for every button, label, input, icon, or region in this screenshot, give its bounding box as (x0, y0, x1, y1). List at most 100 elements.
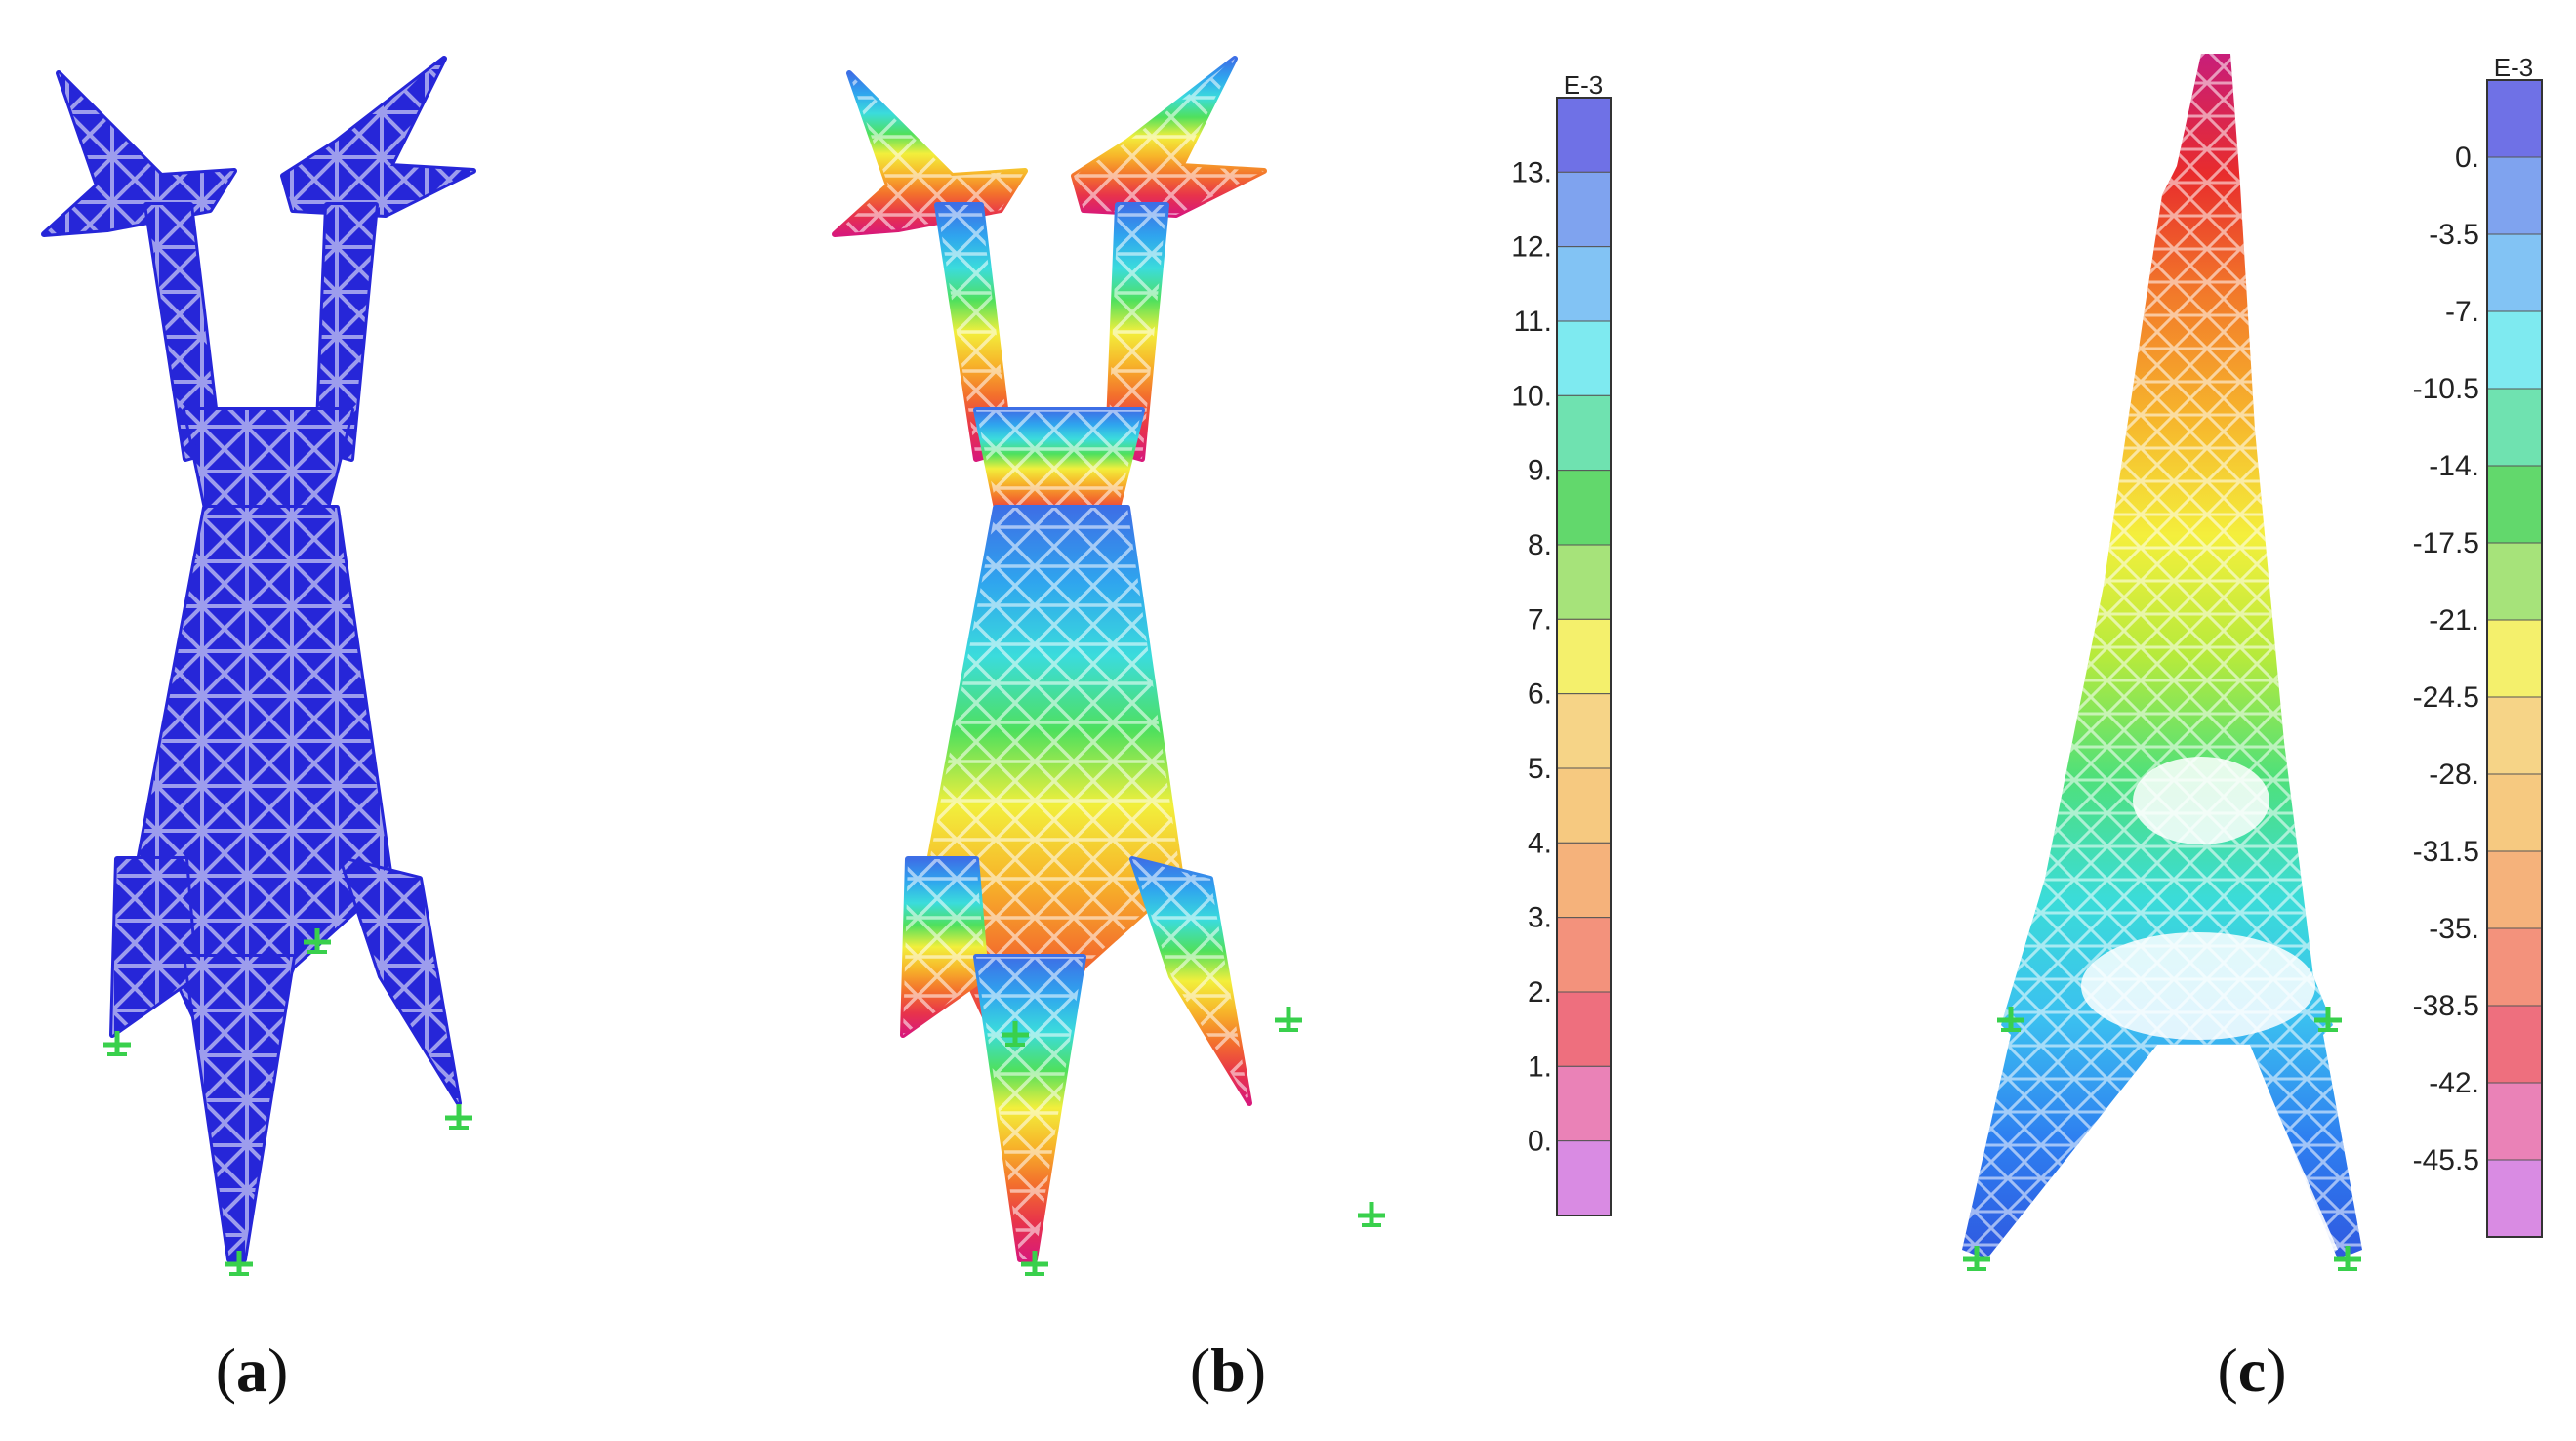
colorbar-band-8 (1556, 618, 1612, 695)
tower-a-supports (103, 928, 472, 1276)
colorbar-tick-label-14: 0. (1528, 1126, 1552, 1158)
colorbar-c-unit-label: E-3 (2494, 53, 2533, 82)
colorbar-tick-label-11: -35. (2429, 913, 2479, 945)
colorbar-band-8 (2486, 619, 2543, 698)
support-marker-3 (445, 1104, 472, 1130)
tower-c-diamond-lower (2081, 932, 2315, 1040)
colorbar-tick-label-10: 4. (1528, 827, 1552, 859)
tower-b-structure (832, 56, 1267, 1262)
colorbar-tick-label-13: -42. (2429, 1067, 2479, 1099)
colorbar-band-4 (1556, 320, 1612, 396)
tower-lattice-9 (976, 957, 1084, 1259)
panel-a-caption: (a) (216, 1336, 289, 1405)
panel-a-tower: (a) (41, 56, 476, 1405)
colorbar-band-2 (2486, 156, 2543, 235)
panel-c-caption: (c) (2217, 1336, 2286, 1405)
colorbar-band-3 (2486, 233, 2543, 312)
colorbar-band-9 (2486, 696, 2543, 775)
colorbar-c-bands (2486, 79, 2543, 1238)
colorbar-tick-label-2: 12. (1511, 231, 1552, 264)
support-marker-4 (2314, 1007, 2342, 1032)
panel-b-caption: (b) (1190, 1336, 1266, 1405)
tower-lattice-2 (283, 59, 473, 215)
colorbar-tick-label-7: 7. (1528, 603, 1552, 636)
tower-lattice-4 (317, 205, 376, 459)
colorbar-band-13 (2486, 1005, 2543, 1084)
panel-b-colorbar: E-3 13. 12. 11. 10. 9. 8. 7. 6. 5. 4. 3. 2. 1. 0. (1511, 70, 1612, 1216)
tower-lattice-7 (112, 859, 195, 1035)
support-marker-1 (1002, 1021, 1029, 1047)
colorbar-band-13 (1556, 991, 1612, 1067)
support-marker-3 (1358, 1202, 1385, 1227)
colorbar-tick-label-13: 1. (1528, 1050, 1552, 1083)
support-marker-2 (2334, 1246, 2361, 1271)
colorbar-band-11 (1556, 842, 1612, 919)
colorbar-band-14 (2486, 1082, 2543, 1161)
colorbar-band-15 (1556, 1140, 1612, 1216)
colorbar-frame (1556, 97, 1612, 1216)
colorbar-b-bands (1556, 97, 1612, 1216)
colorbar-tick-label-4: 10. (1511, 380, 1552, 412)
colorbar-tick-label-12: 2. (1528, 976, 1552, 1009)
colorbar-band-7 (2486, 542, 2543, 621)
colorbar-tick-label-11: 3. (1528, 902, 1552, 934)
colorbar-tick-label-6: 8. (1528, 529, 1552, 561)
colorbar-band-12 (2486, 927, 2543, 1007)
colorbar-band-5 (1556, 394, 1612, 472)
colorbar-band-6 (1556, 470, 1612, 546)
colorbar-tick-label-2: -3.5 (2429, 219, 2479, 251)
tower-c-supports (1963, 1007, 2361, 1271)
colorbar-c-ticks: 0. -3.5 -7. -10.5 -14. -17.5 -21. -24.5 -28. -31.… (2413, 142, 2479, 1176)
colorbar-band-10 (2486, 773, 2543, 852)
colorbar-tick-label-5: -14. (2429, 450, 2479, 482)
colorbar-tick-label-8: 6. (1528, 679, 1552, 711)
colorbar-band-5 (2486, 388, 2543, 467)
tower-lattice-5 (185, 410, 351, 527)
support-marker-4 (1021, 1251, 1048, 1276)
tower-lattice-3 (146, 205, 220, 459)
support-marker-1 (103, 1031, 131, 1056)
colorbar-band-1 (1556, 97, 1612, 173)
tower-lattice-8 (1132, 859, 1249, 1103)
support-marker-2 (1275, 1007, 1302, 1032)
tower-b-supports (1002, 1007, 1385, 1276)
support-marker-3 (1997, 1007, 2024, 1032)
colorbar-tick-label-1: 13. (1511, 156, 1552, 188)
colorbar-b-ticks: 13. 12. 11. 10. 9. 8. 7. 6. 5. 4. 3. 2. 1. 0. (1511, 156, 1552, 1157)
colorbar-band-15 (2486, 1159, 2543, 1238)
colorbar-band-2 (1556, 171, 1612, 248)
tower-lattice-4 (1108, 205, 1166, 459)
panel-c-tower: (c) (1962, 54, 2362, 1405)
colorbar-tick-label-8: -24.5 (2413, 681, 2479, 714)
tower-a-structure (41, 56, 476, 1262)
support-marker-4 (225, 1251, 253, 1276)
tower-lattice-2 (1074, 59, 1264, 215)
colorbar-tick-label-4: -10.5 (2413, 373, 2479, 405)
tower-lattice-1 (44, 73, 234, 234)
colorbar-tick-label-6: -17.5 (2413, 527, 2479, 559)
colorbar-tick-label-14: -45.5 (2413, 1144, 2479, 1176)
tower-lattice-5 (976, 410, 1142, 527)
colorbar-tick-label-7: -21. (2429, 604, 2479, 637)
colorbar-tick-label-9: -28. (2429, 759, 2479, 791)
colorbar-band-1 (2486, 79, 2543, 158)
colorbar-band-3 (1556, 246, 1612, 322)
colorbar-band-4 (2486, 310, 2543, 390)
colorbar-tick-label-3: -7. (2445, 296, 2479, 328)
colorbar-b-unit-label: E-3 (1564, 70, 1603, 100)
tower-lattice-9 (185, 957, 293, 1259)
colorbar-band-9 (1556, 693, 1612, 769)
colorbar-frame (2486, 79, 2543, 1238)
colorbar-tick-label-12: -38.5 (2413, 990, 2479, 1022)
tower-c-structure (1962, 54, 2362, 1259)
support-marker-2 (304, 928, 331, 954)
tower-lattice-1 (835, 73, 1025, 234)
colorbar-tick-label-9: 5. (1528, 753, 1552, 785)
colorbar-band-6 (2486, 465, 2543, 544)
tower-lattice-3 (937, 205, 1010, 459)
colorbar-band-11 (2486, 850, 2543, 929)
tower-lattice-8 (342, 859, 459, 1103)
tower-lattice-7 (903, 859, 986, 1035)
colorbar-tick-label-5: 9. (1528, 455, 1552, 487)
support-marker-1 (1963, 1246, 1990, 1271)
